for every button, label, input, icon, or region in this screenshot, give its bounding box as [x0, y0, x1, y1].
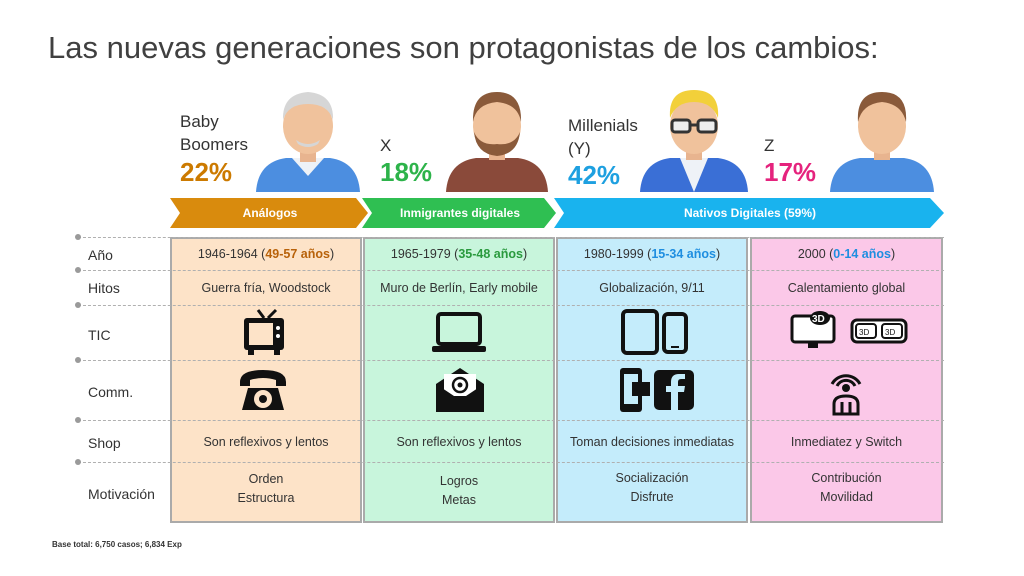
- gen-percent-boomers: 22%: [180, 157, 233, 187]
- telephone-icon: [240, 370, 286, 410]
- row-divider: [78, 462, 944, 463]
- x-avatar: [446, 92, 548, 192]
- hitos-cell-x: Muro de Berlín, Early mobile: [380, 281, 538, 295]
- row-label-hitos: Hitos: [88, 280, 120, 296]
- motivacion-cell-z: Contribución Movilidad: [750, 469, 943, 507]
- motivacion-line: Disfrute: [630, 490, 674, 504]
- motivacion-line: Estructura: [237, 491, 295, 505]
- gen-name-millenials: Millenials (Y): [568, 116, 638, 158]
- year-cell-x: 1965-1979 (35-48 años): [363, 245, 555, 264]
- motivacion-line: Contribución: [811, 471, 882, 485]
- row-dot: [75, 417, 81, 423]
- tv-icon: [244, 308, 284, 355]
- row-divider: [78, 420, 944, 421]
- year-range: 2000 (: [797, 247, 834, 261]
- arrow-nativos: [554, 198, 944, 228]
- millenial-avatar: [640, 90, 748, 192]
- row-dot: [75, 357, 81, 363]
- year-range: 1946-1964 (: [197, 247, 266, 261]
- boomer-avatar: [256, 92, 360, 192]
- age-range: 35-48 años: [458, 247, 523, 261]
- arrow-nativos-label: Nativos Digitales (59%): [683, 206, 817, 220]
- row-divider: [78, 270, 944, 271]
- column-millenials: [556, 237, 748, 523]
- row-label-shop: Shop: [88, 435, 121, 451]
- row-divider: [78, 360, 944, 361]
- year-cell-boomers: 1946-1964 (49-57 años): [170, 245, 362, 264]
- column-boomers: [170, 237, 362, 523]
- shop-cell-x: Son reflexivos y lentos: [396, 435, 522, 449]
- shop-cell-boomers: Son reflexivos y lentos: [203, 435, 329, 449]
- 3d-label: 3D: [859, 328, 869, 337]
- hitos-cell-z: Calentamiento global: [787, 281, 906, 295]
- arrow-analogos: [170, 198, 368, 228]
- gen-percent-millenials: 42%: [568, 160, 621, 190]
- motivacion-cell-boomers: Orden Estructura: [170, 470, 362, 508]
- age-range: 0-14 años: [833, 247, 891, 261]
- email-icon: [436, 368, 484, 412]
- motivacion-cell-millenials: Socialización Disfrute: [556, 469, 748, 507]
- row-label-ano: Año: [88, 247, 113, 263]
- gen-percent-z: 17%: [764, 157, 817, 187]
- row-label-motivacion: Motivación: [88, 486, 155, 502]
- arrow-inmigrantes-label: Inmigrantes digitales: [399, 206, 521, 220]
- age-range: 49-57 años: [265, 247, 330, 261]
- hitos-cell-millenials: Globalización, 9/11: [599, 281, 705, 295]
- row-dot: [75, 459, 81, 465]
- age-range: 15-34 años: [651, 247, 716, 261]
- year-close: ): [890, 247, 896, 261]
- year-cell-millenials: 1980-1999 (15-34 años): [556, 245, 748, 264]
- row-label-tic: TIC: [88, 327, 111, 343]
- mobile-facebook-icon: [620, 368, 694, 412]
- z-avatar: [830, 92, 934, 192]
- row-dot: [75, 302, 81, 308]
- motivacion-line: Logros: [439, 474, 479, 488]
- motivacion-line: Metas: [441, 493, 477, 507]
- hitos-cell-boomers: Guerra fría, Woodstock: [201, 281, 331, 295]
- shop-cell-millenials: Toman decisiones inmediatas: [570, 435, 734, 449]
- motivacion-line: Movilidad: [820, 490, 873, 504]
- gen-percent-x: 18%: [380, 157, 433, 187]
- shop-cell-z: Inmediatez y Switch: [790, 435, 903, 449]
- gen-name-x: X: [380, 136, 392, 155]
- laptop-icon: [432, 312, 486, 352]
- year-close: ): [715, 247, 721, 261]
- row-divider: [78, 237, 944, 238]
- 3d-label: 3D: [885, 328, 895, 337]
- year-close: ): [522, 247, 528, 261]
- footnote: Base total: 6,750 casos; 6,834 Exp: [52, 540, 182, 549]
- arrow-analogos-label: Análogos: [242, 206, 298, 220]
- 3d-tv-glasses-icon: 3D 3D 3D: [790, 311, 908, 348]
- year-range: 1980-1999 (: [583, 247, 652, 261]
- tablet-phone-icon: [621, 309, 688, 355]
- motivacion-line: Orden: [248, 472, 284, 486]
- year-close: ): [329, 247, 335, 261]
- motivacion-cell-x: Logros Metas: [363, 472, 555, 510]
- row-divider: [78, 305, 944, 306]
- arrow-inmigrantes: [362, 198, 556, 228]
- 3d-label: 3D: [812, 314, 825, 325]
- motivacion-line: Socialización: [615, 471, 689, 485]
- year-range: 1965-1979 (: [390, 247, 459, 261]
- row-dot: [75, 234, 81, 240]
- row-label-comm: Comm.: [88, 384, 134, 400]
- signal-person-icon: [830, 374, 862, 416]
- gen-name-boomers: Baby Boomers: [180, 112, 249, 154]
- gen-name-z: Z: [764, 136, 775, 155]
- row-dot: [75, 267, 81, 273]
- page-title: Las nuevas generaciones son protagonista…: [48, 30, 879, 65]
- year-cell-z: 2000 (0-14 años): [750, 245, 943, 264]
